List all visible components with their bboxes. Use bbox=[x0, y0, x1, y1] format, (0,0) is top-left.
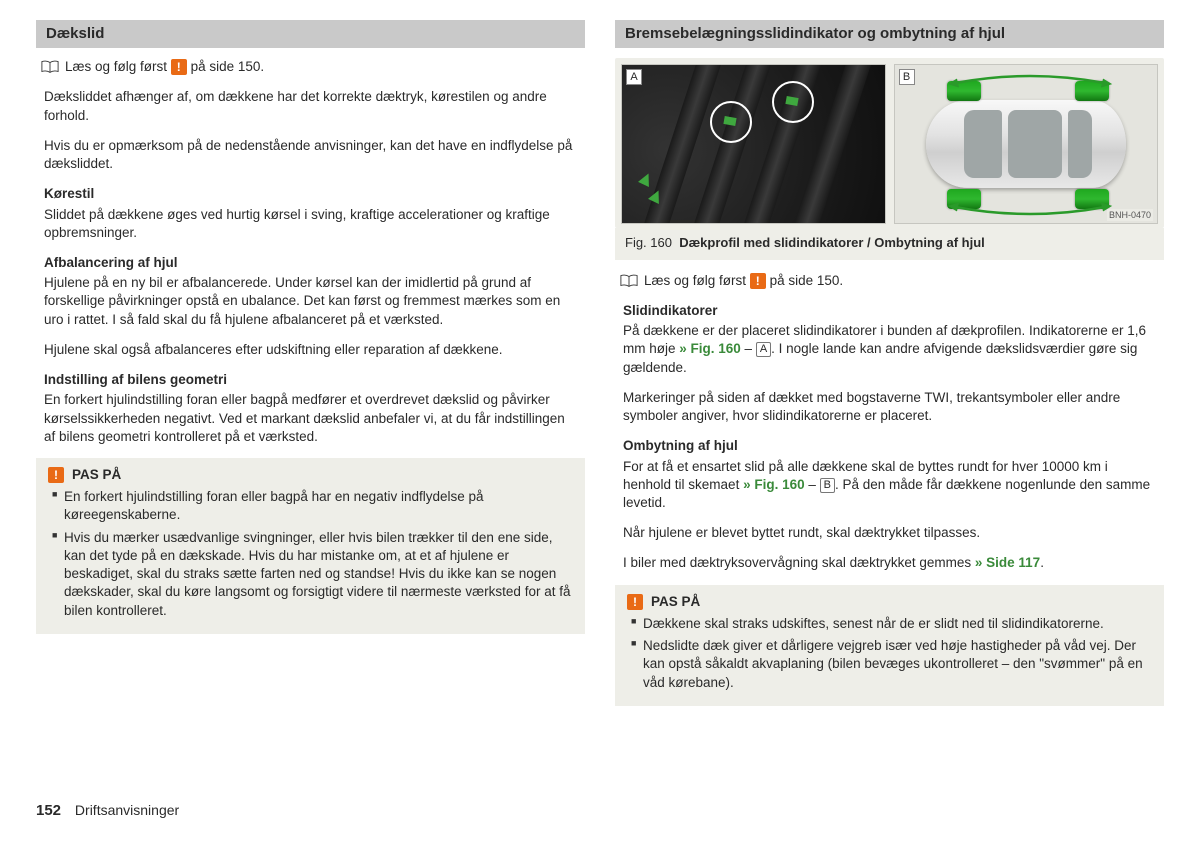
car-top-view bbox=[926, 100, 1126, 188]
warning-icon: ! bbox=[750, 273, 766, 289]
swap-arrow-icon bbox=[945, 201, 1115, 219]
warning-icon: ! bbox=[48, 467, 64, 483]
read-first-right: Læs og følg først ! på side 150. bbox=[620, 272, 1164, 290]
figure-code: BNH-0470 bbox=[1107, 209, 1153, 221]
page-number: 152 bbox=[36, 802, 61, 819]
paragraph: Når hjulene er blevet byttet rundt, skal… bbox=[623, 524, 1156, 542]
paragraph: For at få et ensartet slid på alle dække… bbox=[623, 458, 1156, 513]
caution-heading: ! PAS PÅ bbox=[627, 593, 1152, 611]
caution-bullet: Nedslidte dæk giver et dårligere vejgreb… bbox=[631, 637, 1152, 692]
page-reference-link[interactable]: » Side 117 bbox=[975, 555, 1040, 570]
paragraph: I biler med dæktryksovervågning skal dæk… bbox=[623, 554, 1156, 572]
figure-reference-link[interactable]: » Fig. 160 bbox=[743, 477, 805, 492]
caution-heading: ! PAS PÅ bbox=[48, 466, 573, 484]
paragraph: Dæksliddet afhænger af, om dækkene har d… bbox=[44, 88, 577, 124]
paragraph: En forkert hjulindstilling foran eller b… bbox=[44, 391, 577, 446]
subheading: Ombytning af hjul bbox=[623, 437, 1156, 455]
warning-icon: ! bbox=[627, 594, 643, 610]
footer-title: Driftsanvisninger bbox=[75, 802, 179, 818]
figure-label-a: A bbox=[626, 69, 642, 85]
paragraph: Hjulene på en ny bil er afbalancerede. U… bbox=[44, 274, 577, 329]
figure-label-b: B bbox=[899, 69, 915, 85]
book-icon bbox=[41, 60, 59, 74]
subheading: Slidindikatorer bbox=[623, 302, 1156, 320]
manual-page: Dækslid Læs og følg først ! på side 150.… bbox=[0, 0, 1200, 706]
swap-arrow-icon bbox=[945, 71, 1115, 89]
left-column: Dækslid Læs og følg først ! på side 150.… bbox=[36, 20, 585, 706]
figure-ref-box: B bbox=[820, 478, 835, 493]
section-header-left: Dækslid bbox=[36, 20, 585, 48]
warning-icon: ! bbox=[171, 59, 187, 75]
figure-ref-box: A bbox=[756, 342, 771, 357]
paragraph: Hvis du er opmærksom på de nedenstående … bbox=[44, 137, 577, 173]
paragraph: Hjulene skal også afbalanceres efter uds… bbox=[44, 341, 577, 359]
caution-box-left: ! PAS PÅ En forkert hjulindstilling fora… bbox=[36, 458, 585, 634]
paragraph: Sliddet på dækkene øges ved hurtig kørse… bbox=[44, 206, 577, 242]
figure-row: A B bbox=[615, 58, 1164, 228]
paragraph: Markeringer på siden af dækket med bogst… bbox=[623, 389, 1156, 425]
subheading: Afbalancering af hjul bbox=[44, 254, 577, 272]
caution-bullet: En forkert hjulindstilling foran eller b… bbox=[52, 488, 573, 524]
caution-bullet: Hvis du mærker usædvanlige svingninger, … bbox=[52, 529, 573, 620]
caution-bullet: Dækkene skal straks udskiftes, senest nå… bbox=[631, 615, 1152, 633]
figure-caption: Fig. 160 Dækprofil med slidindikatorer /… bbox=[615, 228, 1164, 260]
section-header-right: Bremsebelægningsslidindikator og ombytni… bbox=[615, 20, 1164, 48]
page-footer: 152 Driftsanvisninger bbox=[36, 801, 179, 821]
subheading: Indstilling af bilens geometri bbox=[44, 371, 577, 389]
figure-panel-b: B bbox=[894, 64, 1159, 224]
subheading: Kørestil bbox=[44, 185, 577, 203]
right-column: Bremsebelægningsslidindikator og ombytni… bbox=[615, 20, 1164, 706]
read-first-text: Læs og følg først ! på side 150. bbox=[65, 58, 264, 76]
caution-box-right: ! PAS PÅ Dækkene skal straks udskiftes, … bbox=[615, 585, 1164, 706]
figure-panel-a: A bbox=[621, 64, 886, 224]
read-first-text: Læs og følg først ! på side 150. bbox=[644, 272, 843, 290]
read-first-left: Læs og følg først ! på side 150. bbox=[41, 58, 585, 76]
figure-reference-link[interactable]: » Fig. 160 bbox=[679, 341, 741, 356]
paragraph: På dækkene er der placeret slidindikator… bbox=[623, 322, 1156, 377]
book-icon bbox=[620, 274, 638, 288]
